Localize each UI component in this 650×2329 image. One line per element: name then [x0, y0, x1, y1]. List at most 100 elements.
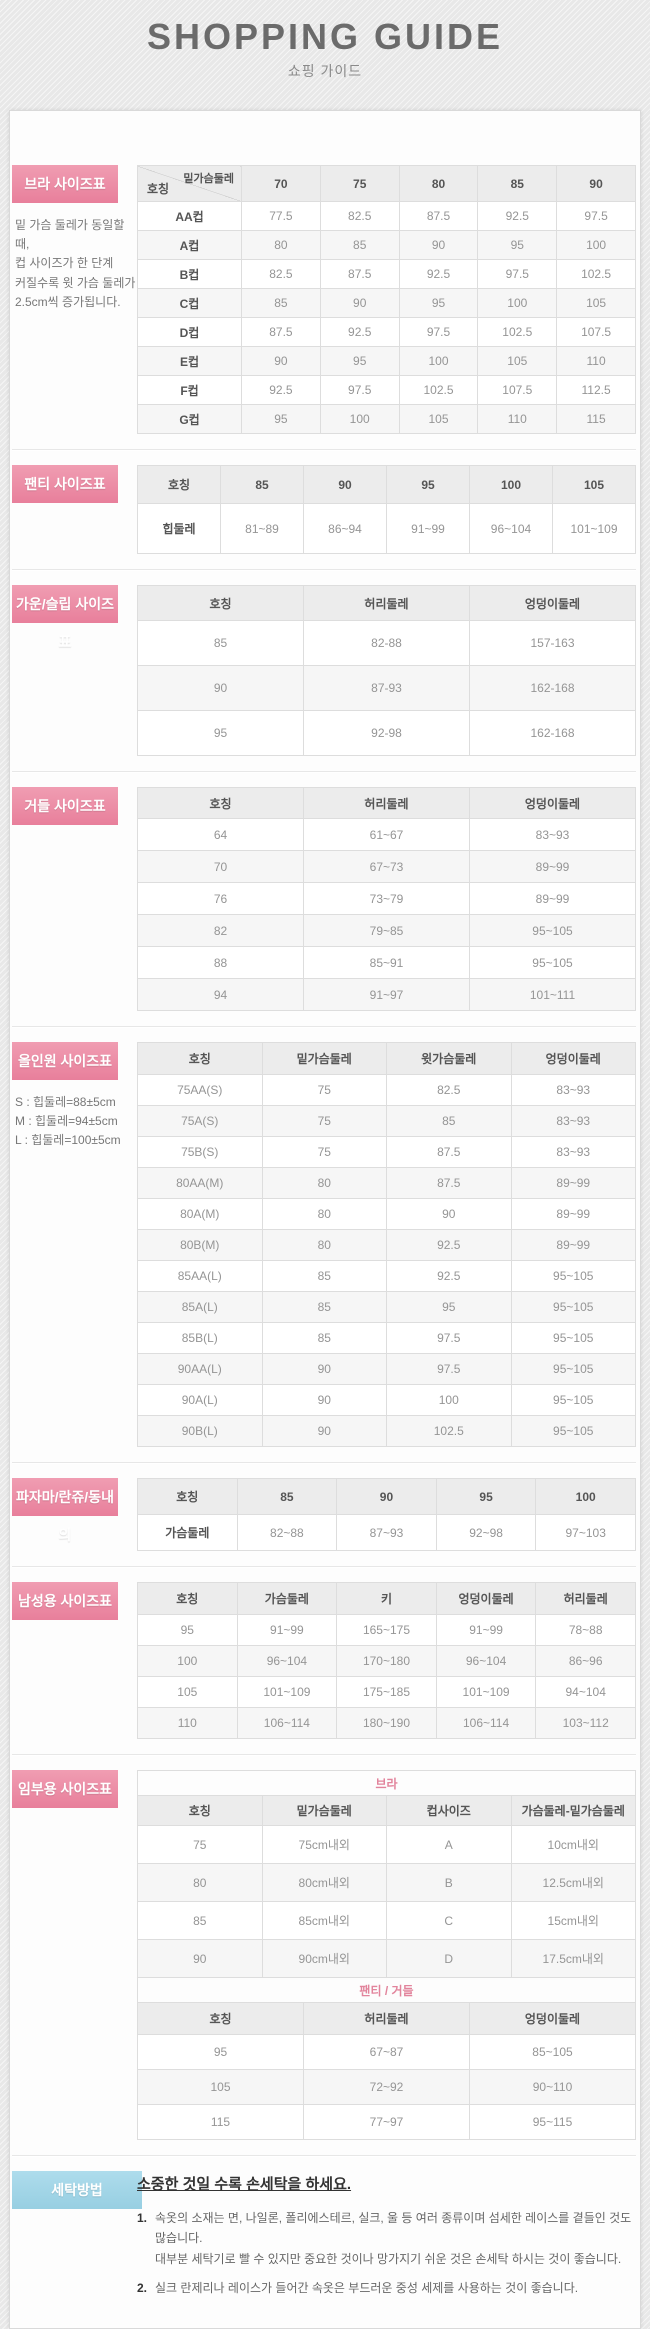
table-cell: 95 — [137, 1614, 238, 1646]
maternity-panty-girdle-size-table: 팬티 / 거들 호칭 허리둘레 엉덩이둘레 95 67~87 85~105 105 72~92 9… — [137, 1977, 636, 2140]
page-subtitle: 쇼핑 가이드 — [287, 63, 363, 79]
column-header: 85 — [477, 165, 558, 202]
table-row: 95 92-98 162-168 — [137, 710, 636, 756]
column-header: 가슴둘레-밑가슴둘레 — [510, 1795, 636, 1826]
table-cell: 70 — [137, 850, 304, 883]
table-row: 80B(M) 80 92.5 89~99 — [137, 1229, 636, 1261]
corner-header-cell: 밑가슴둘레 호칭 — [137, 165, 242, 202]
table-row: 82 79~85 95~105 — [137, 914, 636, 947]
pajama-section-label: 파자마/란쥬/동내의 — [12, 1478, 118, 1543]
table-cell: E컵 — [137, 346, 242, 376]
table-row: 80AA(M) 80 87.5 89~99 — [137, 1167, 636, 1199]
column-header: 100 — [535, 1478, 636, 1515]
column-header: 호칭 — [137, 787, 304, 819]
table-row: 105 101~109 175~185 101~109 94~104 — [137, 1676, 636, 1708]
table-cell: 80 — [137, 1863, 263, 1902]
table-cell: 75 — [261, 1074, 387, 1106]
table-cell: 85B(L) — [137, 1322, 263, 1354]
table-cell: 92-98 — [303, 710, 470, 756]
section-divider — [12, 771, 636, 772]
table-cell: 100 — [386, 1384, 512, 1416]
gown-section-label: 가운/슬립 사이즈표 — [12, 585, 118, 650]
table-cell: 102.5 — [477, 317, 558, 347]
pajama-side-column: 파자마/란쥬/동내의 — [12, 1478, 137, 1543]
column-header: 가슴둘레 — [236, 1582, 338, 1615]
table-row: 100 96~104 170~180 96~104 86~96 — [137, 1645, 636, 1677]
panty-section-label: 팬티 사이즈표 — [12, 465, 118, 503]
table-row: A컵 80 85 90 95 100 — [137, 230, 636, 260]
page-title: SHOPPING GUIDE — [146, 16, 504, 57]
column-header: 허리둘레 — [303, 787, 470, 819]
table-cell: 90 — [386, 1198, 512, 1230]
column-header: 허리둘레 — [535, 1582, 636, 1615]
table-cell: 95~105 — [510, 1353, 636, 1385]
table-cell: 85 — [261, 1291, 387, 1323]
column-header: 엉덩이둘레 — [469, 585, 636, 621]
table-row: 90B(L) 90 102.5 95~105 — [137, 1415, 636, 1447]
table-row: 75A(S) 75 85 83~93 — [137, 1105, 636, 1137]
table-cell: 80 — [261, 1198, 387, 1230]
table-cell: 97.5 — [477, 259, 558, 289]
table-cell: 85 — [137, 1901, 263, 1940]
column-header: 85 — [236, 1478, 338, 1515]
table-cell: 85 — [261, 1260, 387, 1292]
table-cell: 97.5 — [398, 317, 479, 347]
table-cell: 175~185 — [336, 1676, 437, 1708]
note-line: M : 힙둘레=94±5cm — [15, 1114, 118, 1129]
table-row: 75B(S) 75 87.5 83~93 — [137, 1136, 636, 1168]
table-cell: 95 — [137, 2034, 304, 2070]
table-header-row: 호칭 85 90 95 100 105 — [137, 465, 636, 504]
table-cell: 81~89 — [220, 503, 304, 554]
table-cell: 96~104 — [469, 503, 553, 554]
table-cell: 103~112 — [535, 1707, 636, 1739]
column-header: 100 — [469, 465, 553, 504]
table-cell: 77~97 — [303, 2104, 470, 2140]
column-header: 호칭 — [137, 2002, 304, 2035]
table-cell: 87~93 — [336, 1514, 437, 1551]
pajama-size-section: 파자마/란쥬/동내의 호칭 85 90 95 100 가슴둘레 82~88 87~93 92~9… — [12, 1478, 636, 1551]
table-row: 95 91~99 165~175 91~99 78~88 — [137, 1614, 636, 1646]
table-cell: 90~110 — [469, 2069, 636, 2105]
table-cell: 12.5cm내외 — [510, 1863, 636, 1902]
table-row: 95 67~87 85~105 — [137, 2034, 636, 2070]
washing-section-content: 소중한 것일 수록 손세탁을 하세요. 1. 속옷의 소재는 면, 나일론, 폴… — [137, 2171, 636, 2308]
column-header: 밑가슴둘레 — [261, 1042, 387, 1075]
table-row: 76 73~79 89~99 — [137, 882, 636, 915]
table-cell: 92.5 — [398, 259, 479, 289]
column-header: 호칭 — [137, 1582, 238, 1615]
table-cell: 110 — [556, 346, 636, 376]
table-cell: G컵 — [137, 404, 242, 434]
table-row: 90 90cm내외 D 17.5cm내외 — [137, 1939, 636, 1978]
table-row: 90A(L) 90 100 95~105 — [137, 1384, 636, 1416]
table-row: 110 106~114 180~190 106~114 103~112 — [137, 1707, 636, 1739]
content-panel: 브라 사이즈표 밑 가슴 둘레가 동일할 때, 컵 사이즈가 한 단계 커질수록… — [9, 110, 641, 2329]
table-row: B컵 82.5 87.5 92.5 97.5 102.5 — [137, 259, 636, 289]
table-row: 88 85~91 95~105 — [137, 946, 636, 979]
table-row: E컵 90 95 100 105 110 — [137, 346, 636, 376]
table-cell: 90 — [241, 346, 321, 376]
bra-section-note: 밑 가슴 둘레가 동일할 때, 컵 사이즈가 한 단계 커질수록 윗 가슴 둘레… — [12, 216, 137, 312]
table-cell: D — [386, 1939, 512, 1978]
table-cell: 96~104 — [435, 1645, 537, 1677]
table-cell: 90cm내외 — [261, 1939, 387, 1978]
table-cell: 105 — [137, 1676, 238, 1708]
table-cell: 90 — [261, 1353, 387, 1385]
note-line: 커질수록 윗 가슴 둘레가 — [15, 275, 136, 290]
pajama-size-table: 호칭 85 90 95 100 가슴둘레 82~88 87~93 92~98 97~103 — [137, 1478, 636, 1551]
washing-item-line: 대부분 세탁기로 빨 수 있지만 중요한 것이나 망가지기 쉬운 것은 손세탁 … — [155, 2251, 622, 2266]
maternity-side-column: 임부용 사이즈표 — [12, 1770, 137, 1808]
table-cell: 105 — [398, 404, 479, 434]
table-cell: 82.5 — [241, 259, 321, 289]
column-header: 엉덩이둘레 — [435, 1582, 537, 1615]
column-header: 90 — [336, 1478, 437, 1515]
table-caption-row: 브라 — [137, 1770, 636, 1796]
table-cell: 80 — [261, 1229, 387, 1261]
table-row: 115 77~97 95~115 — [137, 2104, 636, 2140]
table-cell: 95 — [241, 404, 321, 434]
table-cell: 88 — [137, 946, 304, 979]
table-cell: 92~98 — [435, 1514, 537, 1551]
table-cell: 67~73 — [303, 850, 470, 883]
table-cell: 75 — [261, 1136, 387, 1168]
girdle-section-label: 거들 사이즈표 — [12, 787, 118, 825]
girdle-section-content: 호칭 허리둘레 엉덩이둘레 64 61~67 83~93 70 67~73 89~99 76 73~… — [137, 787, 636, 1011]
